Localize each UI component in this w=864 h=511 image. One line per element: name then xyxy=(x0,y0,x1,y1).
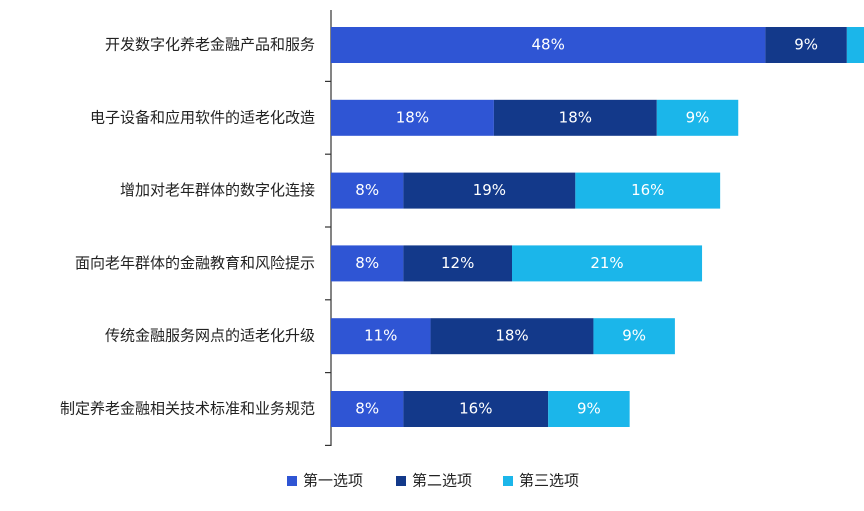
bar-segment xyxy=(331,99,494,136)
category-label: 传统金融服务网点的适老化升级 xyxy=(105,327,315,345)
bar-segment xyxy=(593,318,675,355)
bar-segment xyxy=(331,172,404,209)
category-label: 面向老年群体的金融教育和风险提示 xyxy=(75,254,315,272)
data-label: 12% xyxy=(441,254,474,272)
bar-segment xyxy=(512,245,703,282)
category-label: 增加对老年群体的数字化连接 xyxy=(120,181,315,199)
data-label: 9% xyxy=(622,327,646,345)
data-label: 8% xyxy=(355,400,379,418)
y-axis xyxy=(325,10,332,446)
category-label: 开发数字化养老金融产品和服务 xyxy=(105,36,315,54)
bar-segment xyxy=(403,245,512,282)
data-label: 48% xyxy=(532,36,565,54)
bar-segment xyxy=(548,391,630,427)
bar-segment xyxy=(331,27,766,63)
legend-swatch xyxy=(396,476,406,486)
data-label: 9% xyxy=(794,36,818,54)
data-label: 16% xyxy=(631,181,664,199)
bar-segment xyxy=(765,27,847,63)
category-label: 电子设备和应用软件的适老化改造 xyxy=(90,108,315,126)
bar-segment xyxy=(331,245,404,282)
data-label: 18% xyxy=(396,108,429,126)
category-labels: 开发数字化养老金融产品和服务电子设备和应用软件的适老化改造增加对老年群体的数字化… xyxy=(60,36,315,418)
data-label: 8% xyxy=(355,254,379,272)
data-label: 19% xyxy=(473,181,506,199)
legend-swatch xyxy=(503,476,513,486)
bar-segment xyxy=(493,99,657,136)
legend-label: 第二选项 xyxy=(412,472,472,490)
data-label: 9% xyxy=(686,108,710,126)
bar-segment xyxy=(331,318,431,355)
legend-label: 第三选项 xyxy=(519,472,579,490)
legend-swatch xyxy=(287,476,297,486)
category-label: 制定养老金融相关技术标准和业务规范 xyxy=(60,400,315,418)
data-label: 8% xyxy=(355,181,379,199)
data-label: 9% xyxy=(577,400,601,418)
data-label: 16% xyxy=(459,400,492,418)
data-label: 21% xyxy=(590,254,623,272)
bar-segment xyxy=(331,391,404,427)
data-label: 11% xyxy=(364,327,397,345)
bar-segment xyxy=(403,391,549,427)
bar-segment xyxy=(656,99,739,136)
bar-segment xyxy=(846,27,864,63)
bar-segment xyxy=(575,172,721,209)
bars: 48%9%11%18%18%9%8%19%16%8%12%21%11%18%9%… xyxy=(331,27,864,427)
data-label: 18% xyxy=(495,327,528,345)
bar-segment xyxy=(403,172,576,209)
bar-segment xyxy=(430,318,594,355)
legend: 第一选项 第二选项 第三选项 xyxy=(287,472,579,490)
legend-label: 第一选项 xyxy=(303,472,363,490)
data-label: 18% xyxy=(559,108,592,126)
